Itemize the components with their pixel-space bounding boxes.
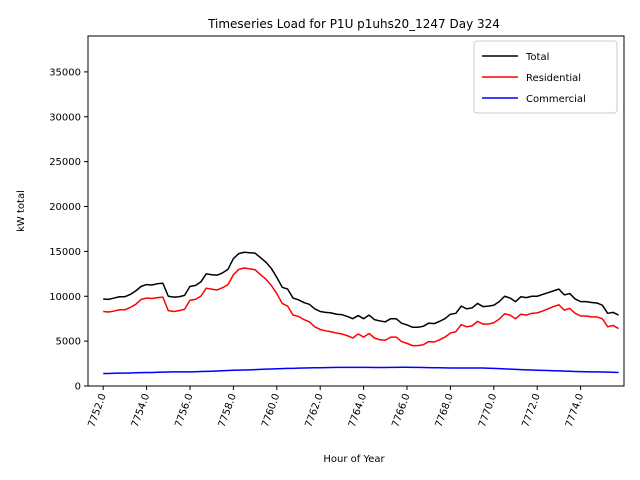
axes-frame [87,35,625,387]
legend: Total Residential Commercial [473,40,618,114]
series-layer [103,251,619,375]
series-line-commercial [103,366,619,375]
y-tick-label: 30000 [49,112,81,123]
y-tick-label: 20000 [49,202,81,213]
y-tick-label: 35000 [49,67,81,78]
y-tick-label: 0 [75,382,81,393]
legend-label-total: Total [525,52,549,63]
legend-box [473,40,618,114]
legend-label-commercial: Commercial [526,94,586,105]
y-tick-label: 5000 [56,337,81,348]
x-axis-label: Hour of Year [323,454,385,465]
y-axis-label: kW total [16,190,27,232]
chart-title: Timeseries Load for P1U p1uhs20_1247 Day… [207,17,500,31]
legend-label-residential: Residential [526,73,581,84]
y-tick-label: 15000 [49,247,81,258]
series-line-total [103,251,619,328]
y-tick-label: 10000 [49,292,81,303]
y-tick-label: 25000 [49,157,81,168]
series-line-residential [103,267,619,347]
y-axis: 0 5000 10000 15000 20000 25000 30000 35000 [49,67,88,393]
